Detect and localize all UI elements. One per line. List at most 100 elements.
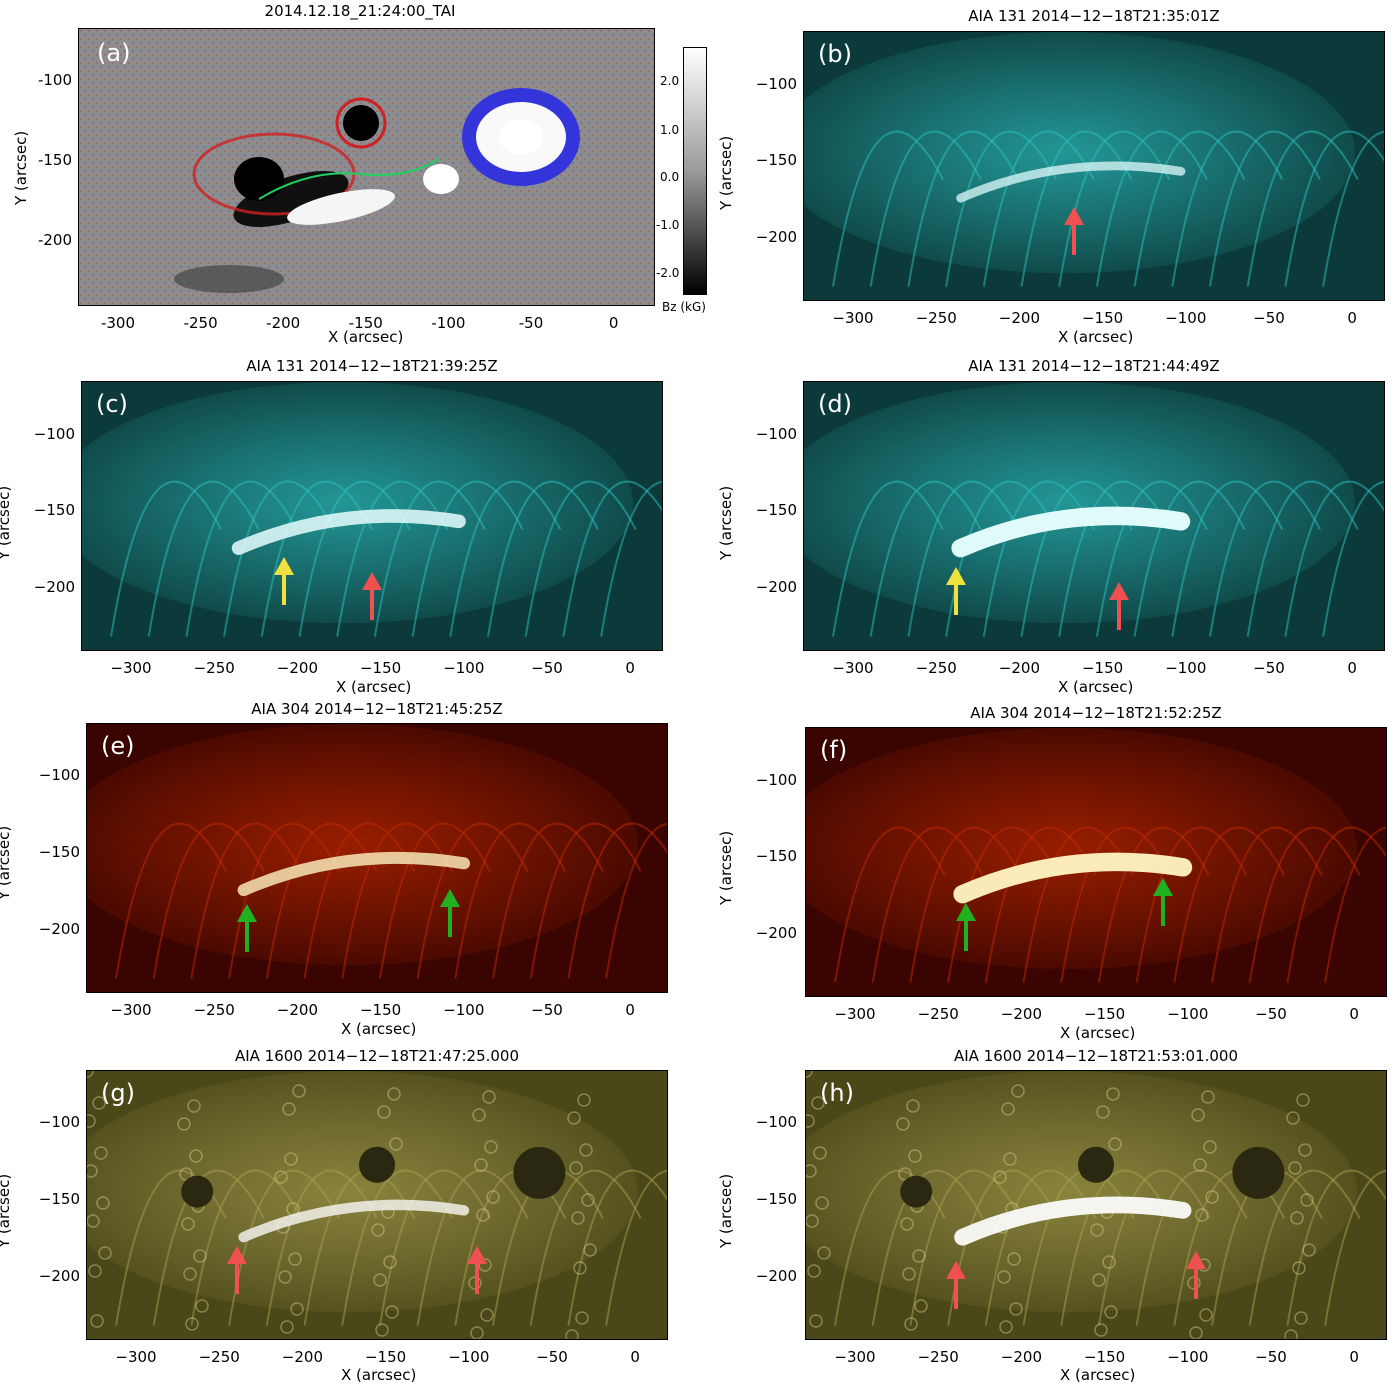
solar-image-e: [87, 724, 667, 992]
x-tick-label: −250: [915, 659, 957, 677]
panel-f-label: (f): [820, 736, 848, 764]
panel-a-image: (a): [78, 28, 655, 306]
x-tick-label: 0: [630, 1348, 640, 1366]
x-tick-label: −150: [1083, 1348, 1126, 1366]
y-tick-label: −150: [755, 847, 797, 865]
y-tick-label: −100: [755, 75, 797, 93]
y-axis-label: Y (arcsec): [717, 1173, 735, 1248]
x-tick-label: −100: [1165, 659, 1207, 677]
x-tick-label: 0: [1349, 1005, 1359, 1023]
x-tick-label: −100: [1167, 1348, 1209, 1366]
panel-e-image: (e): [86, 723, 668, 993]
x-tick-label: 0: [625, 659, 635, 677]
x-tick-label: −150: [359, 1001, 402, 1019]
colorbar-tick: 0.0: [660, 170, 680, 184]
x-axis-label: X (arcsec): [1060, 1366, 1136, 1384]
x-tick-label: −200: [1000, 1348, 1042, 1366]
colorbar-tick: 1.0: [660, 123, 680, 137]
x-tick-label: −300: [834, 1005, 876, 1023]
panel-e-label: (e): [101, 732, 135, 760]
solar-image-f: [806, 728, 1386, 996]
x-axis-label: X (arcsec): [1058, 678, 1134, 696]
x-tick-label: −300: [110, 659, 152, 677]
x-tick-label: −250: [193, 1001, 235, 1019]
y-tick-label: −200: [755, 578, 797, 596]
colorbar-label: Bz (kG): [662, 300, 706, 314]
x-tick-label: 0: [608, 314, 619, 332]
y-tick-label: −150: [33, 501, 75, 519]
panel-a-label: (a): [97, 39, 130, 67]
panel-d-image: (d): [803, 381, 1385, 651]
x-axis-label: X (arcsec): [336, 678, 412, 696]
x-tick-label: −50: [1253, 309, 1285, 327]
red-arrow-icon: [1064, 207, 1084, 255]
panel-g-title: AIA 1600 2014−12−18T21:47:25.000: [234, 1047, 520, 1065]
green-arrow-icon: [237, 904, 257, 952]
x-tick-label: −100: [448, 1348, 490, 1366]
panel-g-label: (g): [101, 1079, 135, 1107]
y-axis-label: Y (arcsec): [12, 130, 30, 205]
x-tick-label: -200: [266, 314, 301, 332]
x-tick-label: −300: [832, 309, 874, 327]
panel-c-image: (c): [81, 381, 663, 651]
y-axis-label: Y (arcsec): [717, 830, 735, 905]
x-tick-label: −250: [198, 1348, 240, 1366]
colorbar-tick: -2.0: [656, 266, 680, 280]
green-arrow-icon: [440, 889, 460, 937]
panel-c-title: AIA 131 2014−12−18T21:39:25Z: [246, 357, 498, 375]
x-tick-label: −300: [832, 659, 874, 677]
y-tick-label: −200: [38, 920, 80, 938]
x-tick-label: −150: [1081, 309, 1124, 327]
x-tick-label: 0: [625, 1001, 635, 1019]
solar-image-g: [87, 1071, 667, 1339]
x-tick-label: −200: [1000, 1005, 1042, 1023]
panel-h-label: (h): [820, 1079, 854, 1107]
x-tick-label: −250: [917, 1005, 959, 1023]
x-tick-label: −100: [1165, 309, 1207, 327]
panel-b-image: (b): [803, 31, 1385, 301]
y-tick-label: −150: [38, 1190, 80, 1208]
y-tick-label: −200: [755, 1267, 797, 1285]
x-tick-label: −200: [276, 1001, 318, 1019]
hmi-magnetogram: (a): [79, 29, 654, 305]
y-tick-label: −200: [755, 228, 797, 246]
panel-c-label: (c): [96, 390, 128, 418]
x-tick-label: -50: [518, 314, 544, 332]
colorbar-tick: -1.0: [656, 218, 680, 232]
x-tick-label: -300: [100, 314, 136, 332]
solar-image-d: [804, 382, 1384, 650]
x-tick-label: −250: [915, 309, 957, 327]
panel-f-title: AIA 304 2014−12−18T21:52:25Z: [970, 704, 1222, 722]
x-tick-label: −50: [1255, 1348, 1287, 1366]
solar-image-b: [804, 32, 1384, 300]
panel-a-title: 2014.12.18_21:24:00_TAI: [264, 2, 456, 20]
green-arrow-icon: [1153, 878, 1173, 926]
y-tick-label: -200: [37, 231, 72, 249]
y-tick-label: −100: [38, 766, 80, 784]
y-tick-label: −100: [755, 1113, 797, 1131]
colorbar: [683, 47, 707, 295]
red-arrow-icon: [1109, 582, 1129, 630]
x-tick-label: −50: [1255, 1005, 1287, 1023]
x-tick-label: −200: [998, 309, 1040, 327]
x-tick-label: −250: [193, 659, 235, 677]
x-axis-label: X (arcsec): [341, 1020, 417, 1038]
x-tick-label: −300: [110, 1001, 152, 1019]
x-tick-label: −300: [834, 1348, 876, 1366]
red-arrow-icon: [227, 1246, 247, 1294]
red-arrow-icon: [1186, 1251, 1206, 1299]
x-tick-label: −200: [281, 1348, 323, 1366]
panel-d-label: (d): [818, 390, 852, 418]
red-arrow-icon: [946, 1261, 966, 1309]
y-axis-label: Y (arcsec): [717, 135, 735, 210]
x-tick-label: -100: [431, 314, 466, 332]
panel-h-title: AIA 1600 2014−12−18T21:53:01.000: [953, 1047, 1239, 1065]
colorbar-tick: 2.0: [660, 74, 680, 88]
x-tick-label: −100: [1167, 1005, 1209, 1023]
y-axis-label: Y (arcsec): [0, 1173, 13, 1248]
x-tick-label: −150: [364, 1348, 407, 1366]
x-tick-label: −150: [1081, 659, 1124, 677]
x-tick-label: −200: [998, 659, 1040, 677]
y-tick-label: −150: [755, 501, 797, 519]
x-tick-label: −50: [1253, 659, 1285, 677]
